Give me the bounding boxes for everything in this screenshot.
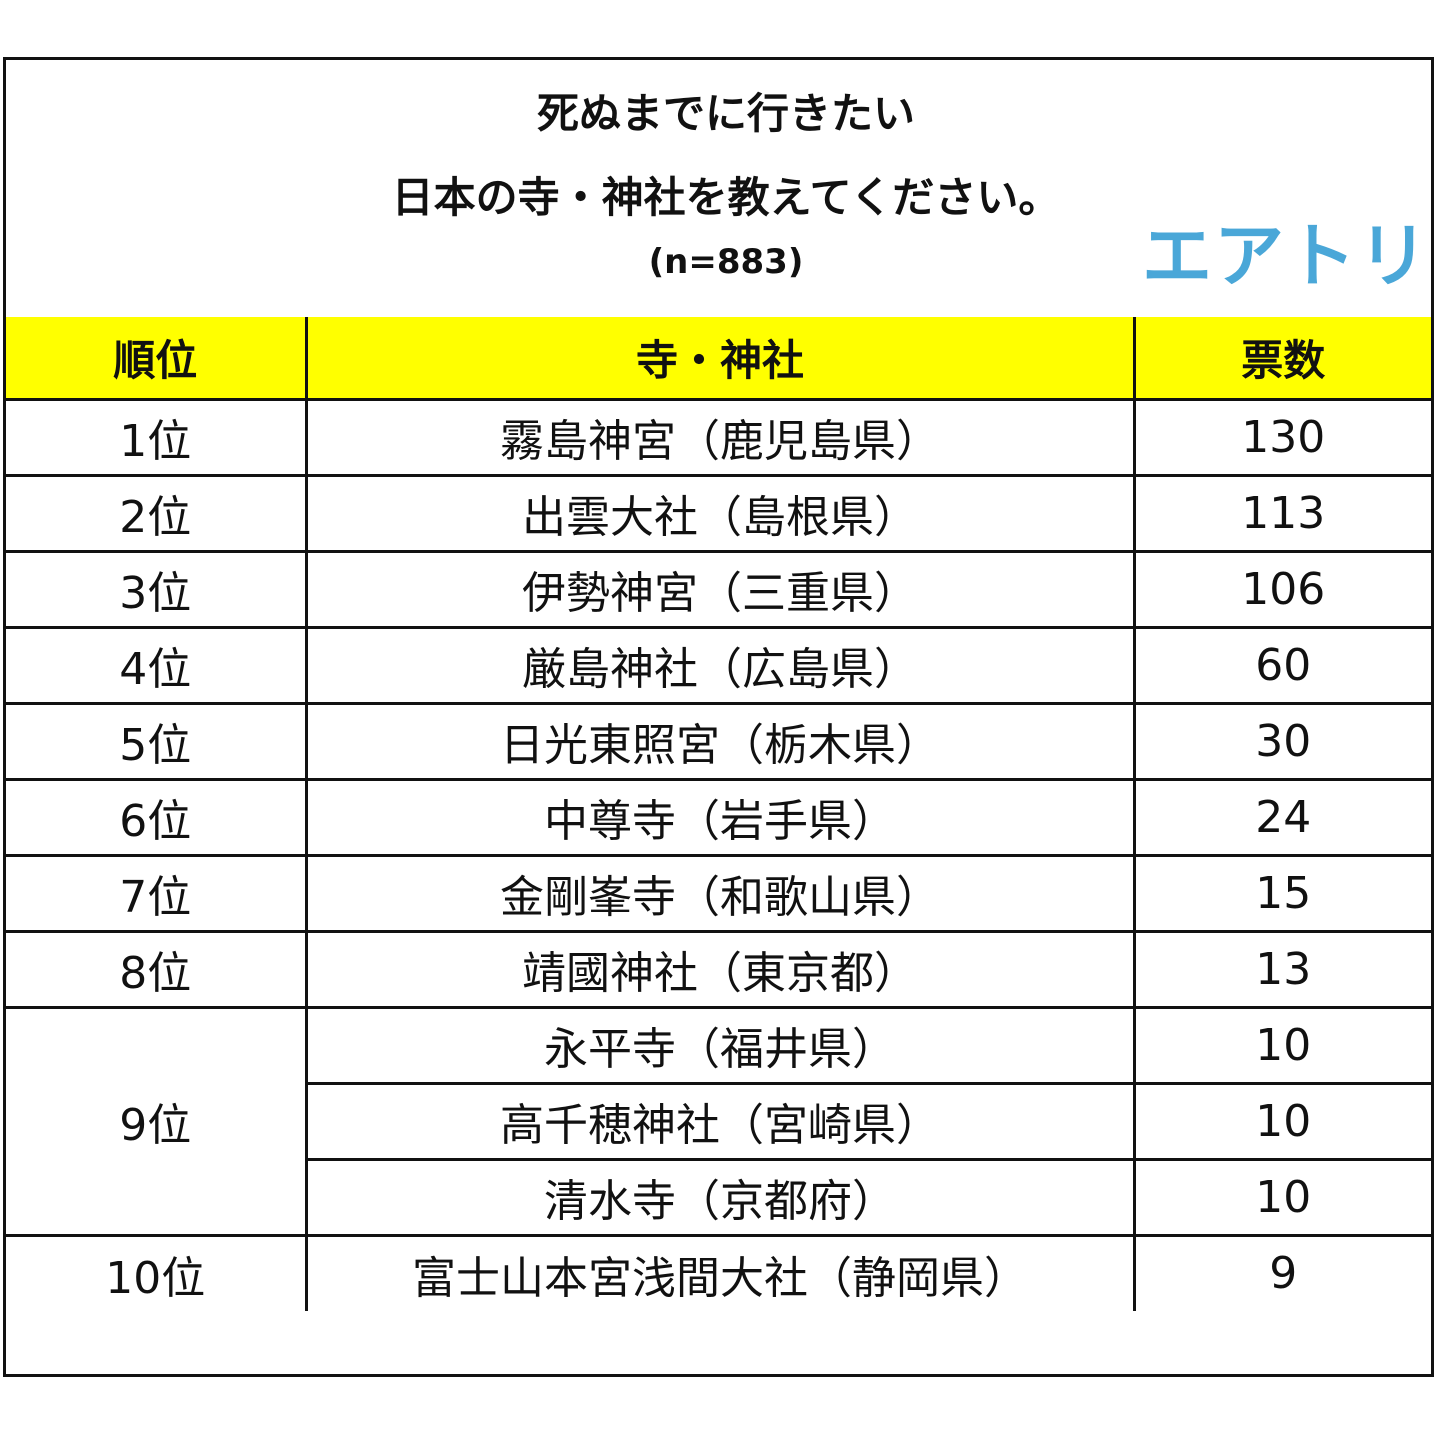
table-row: 清水寺（京都府） 10 (6, 1157, 1431, 1237)
name-cell: 富士山本宮浅間大社（静岡県） (304, 1233, 1136, 1311)
header-votes: 票数 (1132, 317, 1431, 401)
votes-cell: 24 (1132, 777, 1431, 857)
rank-cell: 5位 (6, 701, 308, 781)
name-cell: 伊勢神宮（三重県） (304, 549, 1136, 629)
rank-cell: 1位 (6, 397, 308, 477)
table-row: 1位 霧島神宮（鹿児島県） 130 (6, 397, 1431, 477)
name-cell: 高千穂神社（宮崎県） (304, 1081, 1136, 1161)
votes-cell: 10 (1132, 1005, 1431, 1085)
table-row: 9位 永平寺（福井県） 10 (6, 1005, 1431, 1237)
name-cell: 中尊寺（岩手県） (304, 777, 1136, 857)
title-line-2: 日本の寺・神社を教えてください。 (391, 173, 1061, 222)
header-rank: 順位 (6, 317, 308, 401)
sample-size: (n=883) (648, 242, 804, 282)
table-row: 10位 富士山本宮浅間大社（静岡県） 9 (6, 1233, 1431, 1311)
name-cell: 靖國神社（東京都） (304, 929, 1136, 1009)
header-name: 寺・神社 (304, 317, 1136, 401)
table-row: 5位 日光東照宮（栃木県） 30 (6, 701, 1431, 781)
name-cell: 出雲大社（島根県） (304, 473, 1136, 553)
rank-cell: 3位 (6, 549, 308, 629)
ranking-card: 死ぬまでに行きたい 日本の寺・神社を教えてください。 (n=883) エアトリ … (3, 57, 1434, 1377)
name-cell: 日光東照宮（栃木県） (304, 701, 1136, 781)
name-cell: 金剛峯寺（和歌山県） (304, 853, 1136, 933)
votes-cell: 30 (1132, 701, 1431, 781)
table-row: 6位 中尊寺（岩手県） 24 (6, 777, 1431, 857)
ranking-table: 順位 寺・神社 票数 1位 霧島神宮（鹿児島県） 130 2位 出雲大社（島根県… (6, 317, 1431, 1311)
rank-cell: 7位 (6, 853, 308, 933)
name-cell: 清水寺（京都府） (304, 1157, 1136, 1237)
votes-cell: 113 (1132, 473, 1431, 553)
airtrip-logo: エアトリ (1142, 215, 1430, 297)
table-row: 3位 伊勢神宮（三重県） 106 (6, 549, 1431, 629)
rank-cell: 2位 (6, 473, 308, 553)
table-row: 7位 金剛峯寺（和歌山県） 15 (6, 853, 1431, 933)
table-row: 2位 出雲大社（島根県） 113 (6, 473, 1431, 553)
rank-cell: 9位 (6, 1005, 308, 1237)
votes-cell: 10 (1132, 1081, 1431, 1161)
header-row: 順位 寺・神社 票数 (6, 317, 1431, 401)
name-cell: 永平寺（福井県） (304, 1005, 1136, 1085)
votes-cell: 130 (1132, 397, 1431, 477)
votes-cell: 15 (1132, 853, 1431, 933)
rank-cell: 4位 (6, 625, 308, 705)
table-row: 4位 厳島神社（広島県） 60 (6, 625, 1431, 705)
rank-cell: 10位 (6, 1233, 308, 1311)
table-row: 高千穂神社（宮崎県） 10 (6, 1081, 1431, 1161)
name-cell: 厳島神社（広島県） (304, 625, 1136, 705)
votes-cell: 60 (1132, 625, 1431, 705)
table-row: 8位 靖國神社（東京都） 13 (6, 929, 1431, 1009)
votes-cell: 10 (1132, 1157, 1431, 1237)
votes-cell: 9 (1132, 1233, 1431, 1311)
votes-cell: 106 (1132, 549, 1431, 629)
title-line-1: 死ぬまでに行きたい (536, 89, 915, 138)
title-block: 死ぬまでに行きたい 日本の寺・神社を教えてください。 (n=883) エアトリ (6, 60, 1431, 320)
rank-cell: 8位 (6, 929, 308, 1009)
name-cell: 霧島神宮（鹿児島県） (304, 397, 1136, 477)
votes-cell: 13 (1132, 929, 1431, 1009)
rank-cell: 6位 (6, 777, 308, 857)
